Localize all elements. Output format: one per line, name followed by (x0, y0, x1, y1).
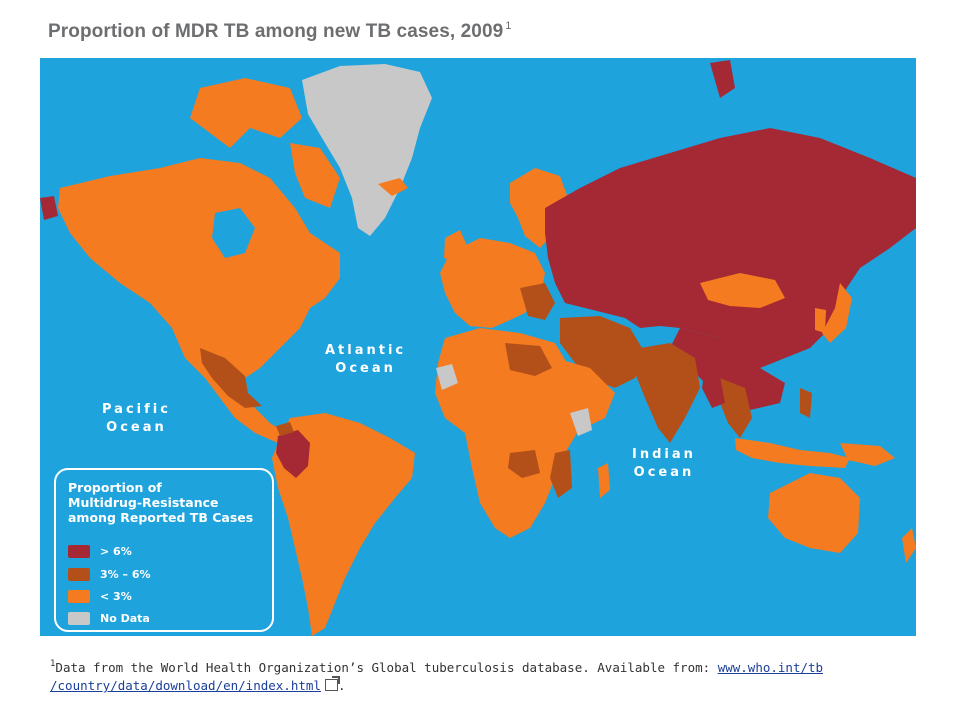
footnote-marker: 1 (50, 659, 56, 669)
legend-title-line-1: Proportion of (68, 480, 162, 495)
middle-east-region (560, 316, 645, 388)
eastern-europe-region (520, 283, 555, 320)
angola-region (508, 450, 540, 478)
north-africa-medium-region (505, 343, 552, 376)
north-america-region (58, 158, 340, 453)
iceland-region (378, 178, 408, 196)
hudson-bay (212, 208, 255, 258)
africa-region (435, 328, 585, 538)
indian-ocean-label: Indian Ocean (632, 446, 696, 482)
legend-item-high: > 6% (68, 544, 132, 558)
legend-label-medium: 3% – 6% (100, 567, 151, 581)
who-database-link-part2[interactable]: /country/data/download/en/index.html (50, 678, 321, 693)
philippines-region (800, 388, 812, 418)
indian-line-1: Indian (632, 447, 696, 462)
western-sahara-region (436, 364, 458, 390)
legend-swatch-low (68, 589, 90, 603)
somalia-region (570, 408, 592, 436)
alaska-tip-region (40, 196, 58, 220)
kamchatka-region (710, 60, 735, 98)
madagascar-region (598, 463, 610, 498)
pacific-line-1: Pacific (102, 402, 171, 417)
myanmar-region (702, 368, 725, 408)
legend-item-low: < 3% (68, 589, 132, 603)
legend-label-nodata: No Data (100, 611, 150, 625)
legend-swatch-nodata (68, 611, 90, 625)
world-map: Atlantic Ocean Pacific Ocean Indian Ocea… (40, 58, 916, 636)
peru-region (276, 430, 310, 478)
legend-item-nodata: No Data (68, 611, 150, 625)
legend-label-high: > 6% (100, 544, 132, 558)
japan-region (822, 283, 852, 343)
page-title: Proportion of MDR TB among new TB cases,… (48, 20, 512, 43)
southeast-asia-region (718, 378, 752, 438)
title-footnote-marker: 1 (505, 20, 512, 32)
pacific-line-2: Ocean (106, 420, 167, 435)
external-link-icon[interactable] (324, 676, 340, 691)
atlantic-line-1: Atlantic (325, 343, 407, 358)
greenland-region (302, 64, 432, 236)
pacific-ocean-label: Pacific Ocean (102, 401, 171, 437)
map-legend: Proportion of Multidrug-Resistance among… (54, 468, 274, 632)
indonesia-region (735, 438, 850, 468)
china-region (670, 328, 785, 410)
legend-title-line-3: among Reported TB Cases (68, 510, 254, 525)
footnote: 1Data from the World Health Organization… (50, 655, 920, 695)
south-america-region (272, 413, 415, 636)
new-zealand-region (902, 528, 916, 563)
legend-title-line-2: Multidrug-Resistance (68, 495, 219, 510)
korea-region (815, 308, 826, 333)
arctic-islands-region (190, 78, 302, 148)
title-text: Proportion of MDR TB among new TB cases,… (48, 21, 504, 42)
new-guinea-region (840, 443, 895, 466)
legend-swatch-medium (68, 567, 90, 581)
india-region (635, 343, 700, 443)
atlantic-line-2: Ocean (335, 361, 396, 376)
australia-region (768, 473, 860, 553)
footnote-trailing: . (337, 678, 346, 693)
legend-label-low: < 3% (100, 589, 132, 603)
indian-line-2: Ocean (633, 465, 695, 480)
legend-swatch-high (68, 544, 90, 558)
europe-region (440, 238, 545, 328)
footnote-text: Data from the World Health Organization’… (55, 660, 718, 675)
mozambique-region (550, 450, 572, 498)
mexico-region (200, 348, 262, 408)
who-database-link-part1[interactable]: www.who.int/tb (717, 660, 824, 675)
baffin-region (290, 143, 340, 208)
atlantic-ocean-label: Atlantic Ocean (325, 342, 406, 378)
uk-region (444, 230, 468, 263)
map-svg (40, 60, 916, 636)
russia-region (545, 128, 916, 368)
legend-item-medium: 3% – 6% (68, 567, 151, 581)
legend-title: Proportion of Multidrug-Resistance among… (68, 480, 253, 525)
ecuador-region (276, 422, 294, 436)
mongolia-region (700, 273, 785, 308)
